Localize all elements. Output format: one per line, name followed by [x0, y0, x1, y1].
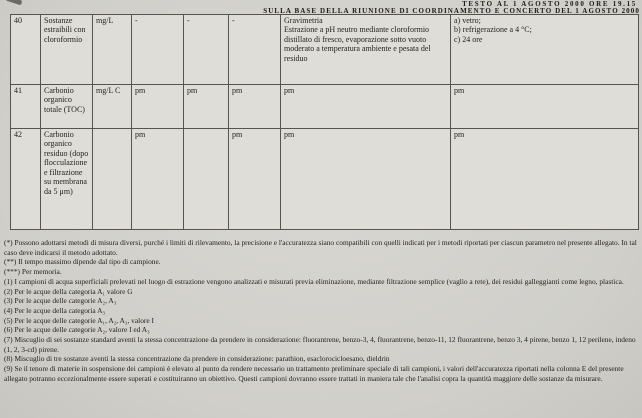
- row40-method: Gravimetria Estrazione a pH neutro media…: [280, 14, 451, 85]
- footnote-1: (1) I campioni di acqua superficiali pre…: [4, 276, 624, 286]
- footnote-8: (8) Miscuglio di tre sostanze aventi la …: [4, 354, 390, 364]
- footnote-3: (3) Per le acque delle categorie A₂, A₃: [4, 296, 117, 306]
- scan-smudge-mark: [5, 0, 23, 6]
- table-row-42: 42 Carbonio organico residuo (dopo flocc…: [10, 128, 639, 230]
- row42-value-1: pm: [131, 128, 184, 230]
- row40-value-1: -: [131, 14, 184, 85]
- document-header-line1: TESTO AL 1 AGOSTO 2000 ORE 19.15: [462, 0, 637, 8]
- document-header-line2: SULLA BASE DELLA RIUNIONE DI COORDINAMEN…: [263, 7, 640, 15]
- row41-unit: mg/L C: [92, 84, 132, 129]
- row42-conservation: pm: [450, 128, 639, 230]
- footnote-triple-asterisk: (***) Per memoria.: [4, 267, 62, 277]
- row41-substance: Carbonio organico totale (TOC): [40, 84, 93, 129]
- row40-value-3: -: [228, 14, 281, 85]
- row42-method: pm: [280, 128, 451, 230]
- footnote-5: (5) Per le acque delle categorie A₁, A₂,…: [4, 315, 154, 325]
- row41-conservation: pm: [450, 84, 639, 129]
- row40-conservation: a) vetro; b) refrigerazione a 4 °C; c) 2…: [450, 14, 639, 85]
- row41-value-2: pm: [183, 84, 229, 129]
- row42-number: 42: [10, 128, 41, 230]
- footnote-6: (6) Per le acque delle categorie A₂, val…: [4, 325, 150, 335]
- parameters-table: 40 Sostanze estraibili con cloroformio m…: [10, 14, 639, 230]
- row41-value-3: pm: [228, 84, 281, 129]
- row42-value-3: pm: [228, 128, 281, 230]
- table-row-40: 40 Sostanze estraibili con cloroformio m…: [10, 14, 639, 85]
- row41-number: 41: [10, 84, 41, 129]
- row40-substance: Sostanze estraibili con cloroformio: [40, 14, 93, 85]
- footnote-9: (9) Se il tenore di materie in sospensio…: [4, 364, 624, 383]
- footnote-asterisk: (*) Possono adottarsi metodi di misura d…: [4, 238, 637, 257]
- row40-number: 40: [10, 14, 41, 85]
- footnote-4: (4) Per le acque della categoria A₃: [4, 305, 106, 315]
- footnote-double-asterisk: (**) Il tempo massimo dipende dal tipo d…: [4, 257, 161, 267]
- footnotes-block: (*) Possono adottarsi metodi di misura d…: [4, 238, 638, 384]
- table-row-41: 41 Carbonio organico totale (TOC) mg/L C…: [10, 84, 639, 129]
- row40-unit: mg/L: [92, 14, 132, 85]
- row41-value-1: pm: [131, 84, 184, 129]
- row40-value-2: -: [183, 14, 229, 85]
- row42-substance: Carbonio organico residuo (dopo floccula…: [40, 128, 93, 230]
- footnote-2: (2) Per le acque della categoria A₁ valo…: [4, 286, 133, 296]
- row41-method: pm: [280, 84, 451, 129]
- row42-value-2: [183, 128, 229, 230]
- row42-unit: [92, 128, 132, 230]
- footnote-7: (7) Miscuglio di sei sostanze standard a…: [4, 335, 636, 354]
